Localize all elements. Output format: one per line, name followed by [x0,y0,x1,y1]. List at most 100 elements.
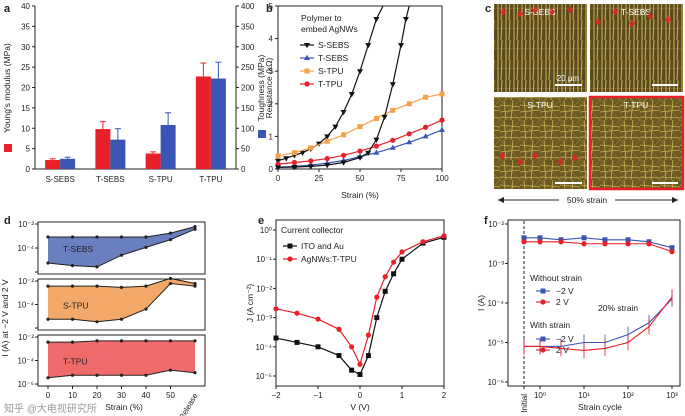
panel-f-frame [507,219,681,387]
f-xtick-label-3: 10² [622,391,634,400]
panel-f-annotation: 20% strain [598,303,638,313]
e-point-1-1 [294,310,300,316]
upper-pt-1-4 [144,284,148,288]
legend-label-1: T-SEBS [318,53,349,63]
area-0 [48,226,195,267]
lower-pt-2-5 [168,368,173,372]
crack-arrow-14 [571,154,579,162]
d-ytick-label-1-1: 10⁻⁴ [17,301,34,310]
panel-a-bars [45,61,226,169]
watermark: 知乎 @大电视研究所 [4,402,97,415]
ytick-right-label-8: 400 [241,2,255,11]
crack-arrow-1 [516,10,524,18]
point-3-7 [390,137,396,143]
e-xtick-label-3: 1 [400,391,405,400]
panel-e-xlabel: V (V) [350,402,370,412]
point-1-10 [439,126,445,132]
legend-without-strain: Without strain [530,273,582,283]
point-2-1 [291,150,297,156]
f-point-1-5 [625,241,631,247]
point-4-11 [402,17,409,23]
e-point-1-11 [420,239,426,245]
ytick-left-label-6: 30 [21,43,30,52]
young-modulus-legend-swatch [4,144,12,152]
point-2-4 [341,132,347,138]
ytick-label-0: 0 [269,165,274,174]
crack-arrow-12 [531,152,539,160]
upper-pt-2-4 [144,339,148,343]
upper-pt-0-0 [46,235,50,239]
ytick-left-label-5: 25 [21,63,30,72]
f-point-0-5 [625,237,631,243]
point-2-8 [406,101,412,107]
f-xtick-label-4: 10³ [666,391,678,400]
upper-pt-2-6 [193,339,197,343]
upper-pt-0-5 [168,231,173,235]
sem-image-t-tpu [588,95,685,191]
lower-pt-0-3 [119,253,124,257]
panel-d-subplots: T-SEBS 10⁻² 10⁻⁴ S-TPU 10⁻² 10⁻⁴ T-TPU 10⁻² 10⁻⁴… [17,220,206,416]
ytick-right-label-3: 150 [241,104,255,113]
f-point-0-7 [669,245,675,251]
upper-pt-1-1 [70,284,75,288]
f-point-1-4 [602,241,608,247]
f-point-0-0 [521,235,527,241]
panel-b-series [275,5,445,171]
upper-pt-0-3 [119,235,124,239]
e-point-0-3 [336,353,342,359]
toughness-legend-swatch [258,130,266,138]
point-3-6 [373,143,379,149]
upper-pt-2-5 [168,339,173,343]
point-3-2 [308,158,314,164]
lower-pt-1-0 [46,317,50,321]
upper-pt-2-2 [95,339,99,343]
d-ytick-label-1-0: 10⁻² [18,277,34,286]
point-0-9 [348,92,355,98]
lower-pt-2-1 [70,373,75,377]
e-point-0-0 [273,335,279,341]
panel-a-ticks: S-SEBS T-SEBS S-TPU T-TPU051015202530354005… [21,2,255,184]
e-legend-label-0: ITO and Au [301,241,344,251]
f-legend-marker-1 [540,299,546,305]
e-point-0-8 [382,288,388,294]
strain-caption: 50% strain [567,195,607,205]
point-4-9 [389,82,396,88]
ytick-label-3: 3 [269,67,274,76]
panel-b-ylabel: Resistance (kΩ) [264,57,274,118]
f-series-line-0 [524,237,673,249]
f-series-line-3 [524,296,673,351]
lower-pt-2-6 [193,371,197,375]
e-ytick-label-3: 10⁻³ [256,314,272,323]
point-3-8 [406,131,412,137]
f-legend-label-0: −2 V [556,286,574,296]
panel-b-legend-title-2: embed AgNWs [301,24,358,34]
xtick-label-0: 0 [276,174,281,183]
xtick-label-4: 100 [435,174,449,183]
bar-right-1 [110,139,126,169]
point-2-6 [373,115,379,121]
bar-right-2 [160,124,176,169]
panel-d-ylabel: I (A) at −2 V and 2 V [0,279,10,357]
lower-pt-2-2 [95,373,99,377]
point-4-7 [373,137,380,143]
panel-b-legend-title-1: Polymer to [301,13,342,23]
f-point-0-3 [581,235,587,241]
panel-e-series [273,233,447,378]
e-point-1-5 [357,361,363,367]
point-4-0 [275,165,281,171]
f-point-0-1 [537,235,543,241]
point-3-5 [357,148,363,154]
panel-a-ylabel-right: Toughness (MPa) [256,55,266,122]
category-label-2: S-TPU [149,175,173,184]
point-2-3 [324,138,330,144]
crack-arrow-5 [594,18,602,26]
point-4-2 [307,164,314,170]
point-4-4 [340,160,347,166]
f-xtick-label-2: 10¹ [578,391,590,400]
ytick-left-label-2: 10 [21,124,30,133]
sem-label-t-sebs: T-SEBS [621,7,652,17]
legend-label-0: S-SEBS [318,40,350,50]
lower-pt-1-5 [168,281,173,286]
legend-marker-2 [304,68,310,74]
point-4-5 [357,155,363,161]
